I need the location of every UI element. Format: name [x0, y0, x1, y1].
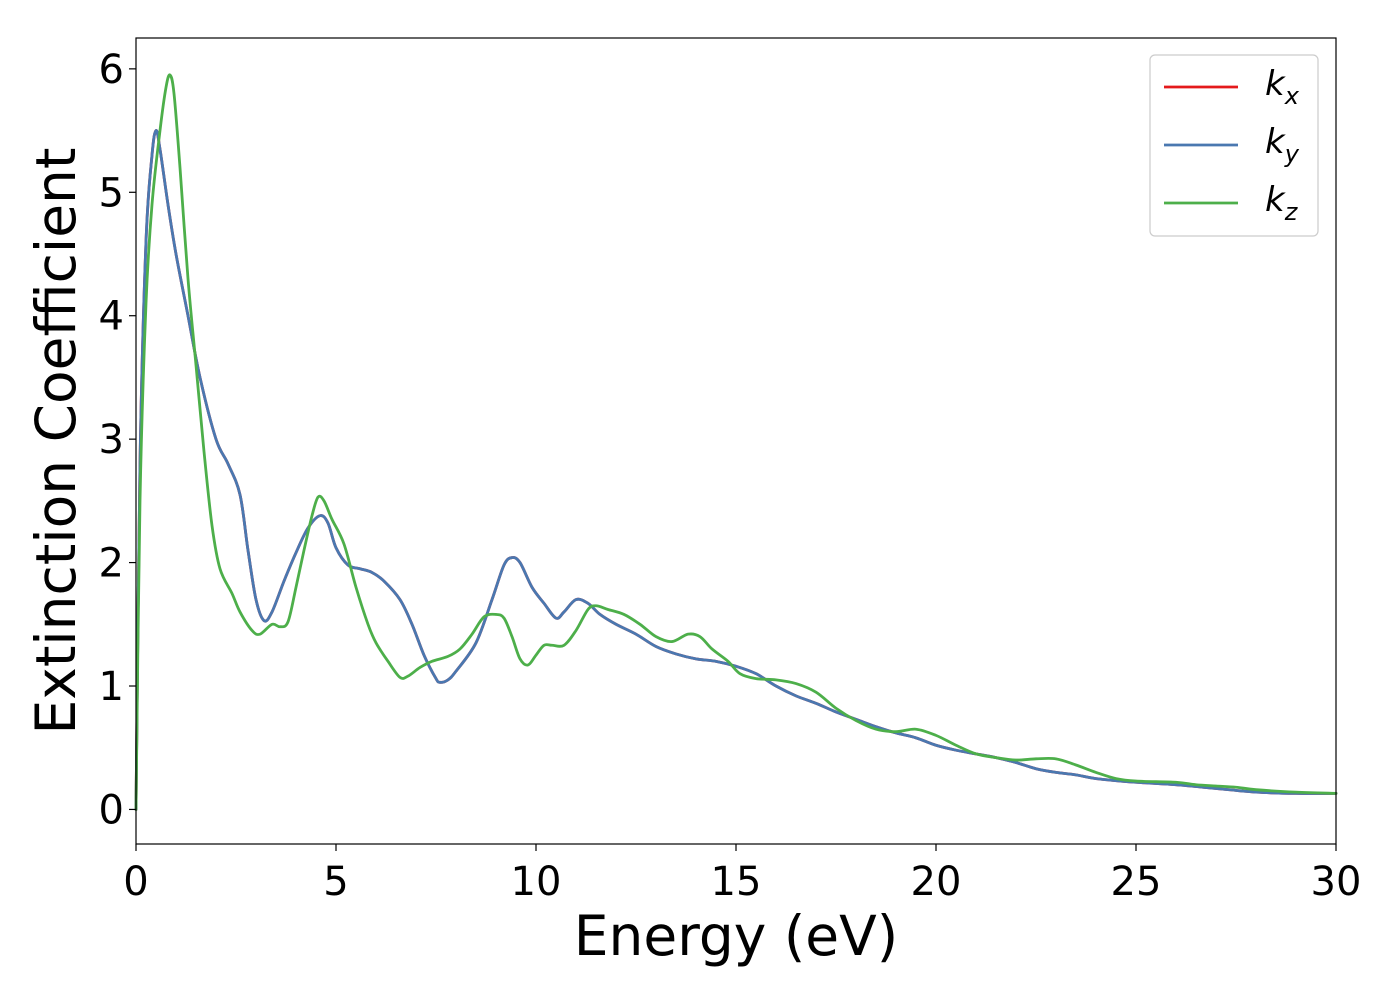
x-tick-label: 0 [123, 859, 148, 905]
x-tick-label: 10 [511, 859, 562, 905]
y-tick-label: 4 [99, 294, 124, 340]
x-tick-label: 25 [1111, 859, 1162, 905]
y-axis-ticks: 0 1 2 3 4 5 6 [99, 47, 136, 833]
plot-background [136, 38, 1336, 844]
x-tick-label: 5 [323, 859, 348, 905]
x-axis-label: Energy (eV) [574, 904, 898, 968]
y-tick-label: 5 [99, 170, 124, 216]
series-line-z [134, 73, 1338, 811]
y-tick-label: 2 [99, 541, 124, 587]
y-tick-label: 6 [99, 47, 124, 93]
x-axis-ticks: 0 5 10 15 20 25 30 [123, 844, 1361, 905]
series-layer [134, 73, 1338, 811]
y-tick-label: 1 [99, 664, 124, 710]
series-line-y [134, 129, 1338, 811]
x-tick-label: 15 [711, 859, 762, 905]
x-tick-label: 20 [911, 859, 962, 905]
y-tick-label: 0 [99, 787, 124, 833]
y-tick-label: 3 [99, 417, 124, 463]
y-axis-label: Extinction Coefficient [24, 148, 88, 735]
x-tick-label: 30 [1311, 859, 1362, 905]
